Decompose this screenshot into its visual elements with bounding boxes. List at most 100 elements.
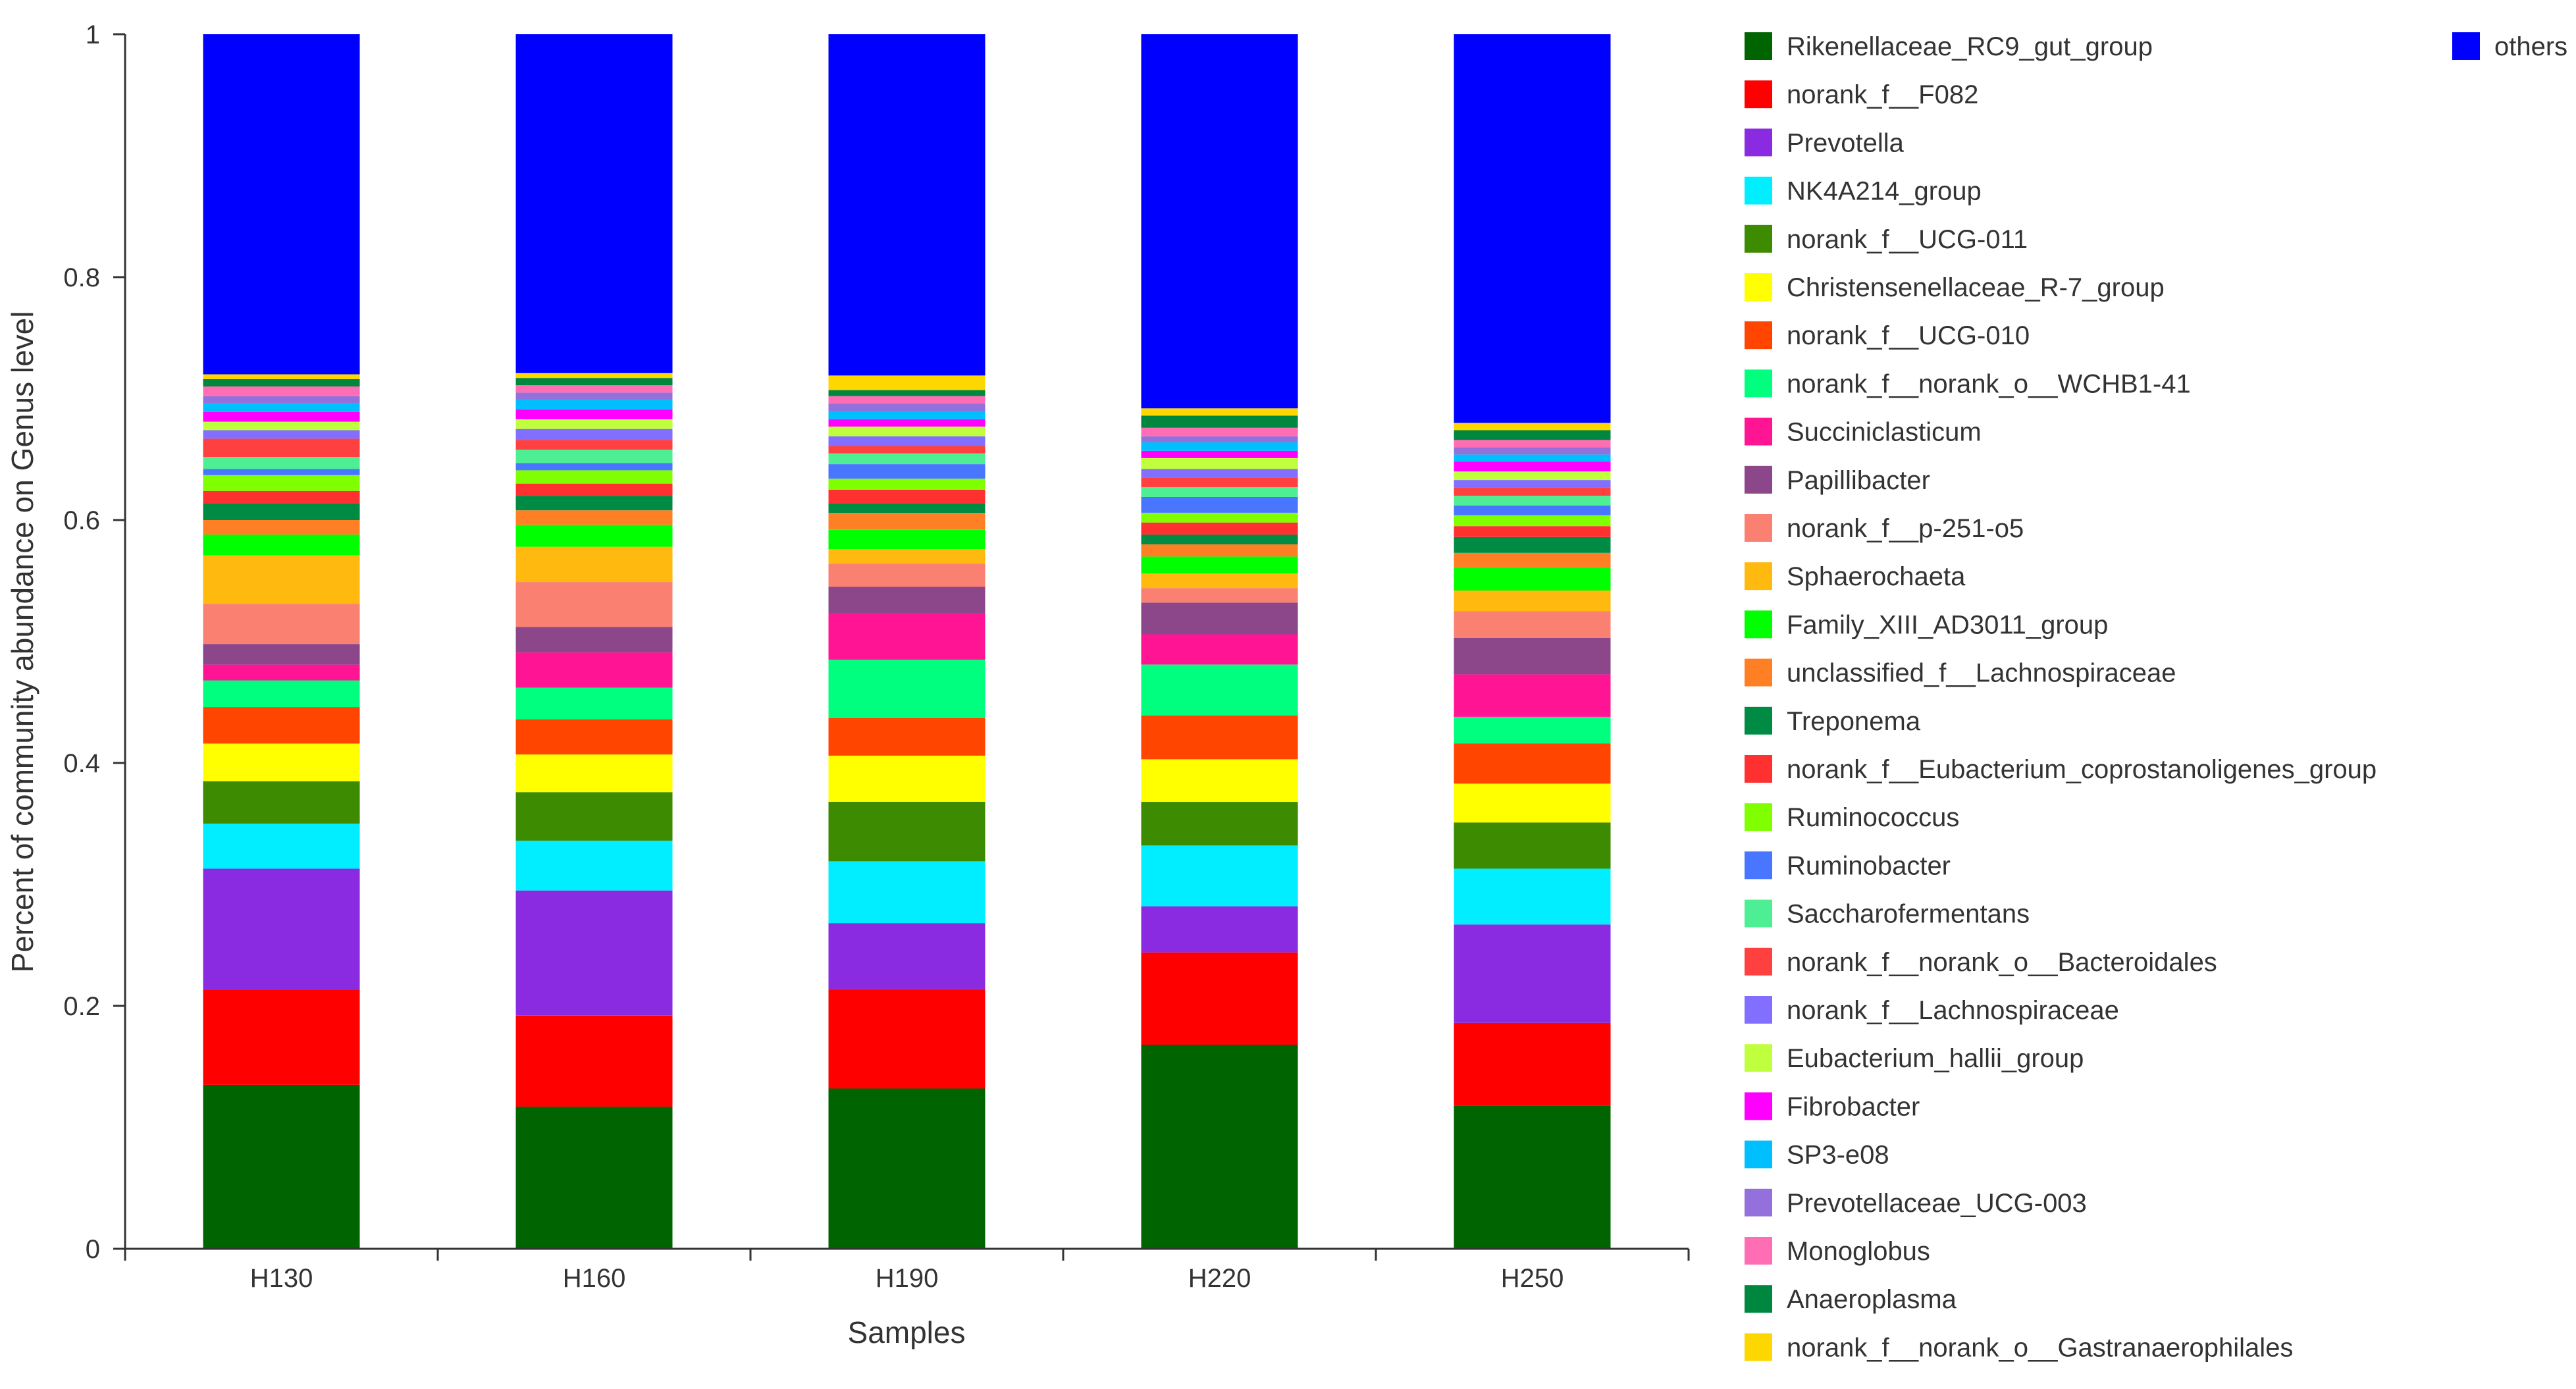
- bar-segment-H130-1: [203, 990, 360, 1085]
- legend-label: Fibrobacter: [1787, 1092, 1920, 1121]
- bar-segment-H160-14: [515, 496, 673, 511]
- legend-label: NK4A214_group: [1787, 177, 1982, 206]
- bar-segment-H160-1: [515, 1015, 673, 1107]
- bar-segment-H190-21: [828, 426, 986, 436]
- legend-label: Saccharofermentans: [1787, 900, 2030, 929]
- bar-segment-H160-26: [515, 378, 673, 386]
- bar-segment-H130-16: [203, 475, 360, 491]
- legend-swatch: [1745, 176, 1772, 205]
- bar-segment-H220-3: [1141, 845, 1298, 906]
- bar-segment-H130-6: [203, 707, 360, 744]
- bar-segment-H190-23: [828, 410, 986, 419]
- bar-segment-H190-12: [828, 529, 986, 550]
- bar-segment-H160-13: [515, 510, 673, 525]
- legend-swatch: [1745, 947, 1772, 976]
- bar-segment-H220-6: [1141, 716, 1298, 760]
- bar-segment-H250-7: [1454, 716, 1611, 744]
- legend-item: Papillibacter: [1745, 465, 1930, 495]
- legend-item: Family_XIII_AD3011_group: [1745, 610, 2108, 639]
- legend-label: norank_f__UCG-010: [1787, 321, 2030, 350]
- legend-label: norank_f__norank_o__Bacteroidales: [1787, 948, 2217, 977]
- bar-segment-H160-22: [515, 409, 673, 419]
- legend-label: Succiniclasticum: [1787, 418, 1982, 447]
- bar-segment-H220-28: [1141, 34, 1298, 409]
- legend-label: others: [2494, 32, 2567, 61]
- bar-segment-H160-15: [515, 483, 673, 496]
- legend-label: Monoglobus: [1787, 1237, 1930, 1266]
- legend-label: norank_f__norank_o__WCHB1-41: [1787, 369, 2191, 398]
- bar-segment-H250-2: [1454, 924, 1611, 1023]
- bar-segment-H190-14: [828, 503, 986, 513]
- bar-segment-H250-5: [1454, 783, 1611, 823]
- bar-segment-H220-9: [1141, 602, 1298, 635]
- bar-segment-H130-23: [203, 403, 360, 412]
- legend-swatch: [1745, 899, 1772, 928]
- legend-item: Fibrobacter: [1745, 1092, 1920, 1121]
- bar-segment-H130-18: [203, 457, 360, 469]
- bar-segment-H250-22: [1454, 461, 1611, 472]
- x-tick-label: H160: [563, 1264, 626, 1293]
- legend-swatch: [1745, 1092, 1772, 1120]
- legend-item: Ruminobacter: [1745, 851, 1951, 880]
- legend-swatch: [1745, 273, 1772, 301]
- bar-segment-H190-25: [828, 396, 986, 404]
- bar-segment-H160-6: [515, 719, 673, 755]
- legend-item: norank_f__UCG-011: [1745, 224, 2028, 254]
- bar-segment-H220-18: [1141, 487, 1298, 497]
- legend-swatch: [1745, 610, 1772, 639]
- legend-item: norank_f__norank_o__Gastranaerophilales: [1745, 1333, 2293, 1362]
- legend-swatch: [1745, 658, 1772, 687]
- bar-segment-H220-26: [1141, 415, 1298, 428]
- bar-segment-H220-23: [1141, 442, 1298, 451]
- bar-segment-H130-10: [203, 604, 360, 644]
- bar-segment-H130-24: [203, 396, 360, 404]
- bar-segment-H160-16: [515, 470, 673, 484]
- legend-label: norank_f__norank_o__Gastranaerophilales: [1787, 1333, 2293, 1362]
- bar-segment-H160-19: [515, 440, 673, 450]
- y-tick-label: 0.8: [63, 263, 100, 292]
- bar-segment-H190-24: [828, 403, 986, 411]
- legend-item: Sphaerochaeta: [1745, 562, 1966, 591]
- legend-label: Christensenellaceae_R-7_group: [1787, 273, 2165, 302]
- bar-segment-H130-0: [203, 1084, 360, 1249]
- bar-segment-H160-0: [515, 1107, 673, 1249]
- bar-segment-H220-24: [1141, 436, 1298, 442]
- legend-swatch: [1745, 1140, 1772, 1168]
- bar-segment-H190-5: [828, 755, 986, 802]
- bar-segment-H130-9: [203, 644, 360, 665]
- bar-segment-H250-20: [1454, 480, 1611, 488]
- bar-segment-H190-4: [828, 802, 986, 862]
- bar-segment-H220-19: [1141, 477, 1298, 488]
- legend-label: norank_f__UCG-011: [1787, 225, 2028, 254]
- legend-swatch: [1745, 128, 1772, 157]
- legend-item: unclassified_f__Lachnospiraceae: [1745, 658, 2176, 688]
- legend-swatch: [1745, 417, 1772, 446]
- bar-segment-H250-26: [1454, 430, 1611, 440]
- legend-label: Treponema: [1787, 707, 1921, 736]
- legend-item: SP3-e08: [1745, 1140, 1889, 1170]
- bar-segment-H160-27: [515, 373, 673, 379]
- bar-segment-H130-8: [203, 664, 360, 681]
- legend: Rikenellaceae_RC9_gut_group norank_f__F08…: [1745, 32, 2567, 1362]
- bar-segment-H130-22: [203, 411, 360, 422]
- bar-segment-H190-18: [828, 453, 986, 465]
- bar-segment-H190-27: [828, 375, 986, 390]
- legend-label: Sphaerochaeta: [1787, 562, 1966, 591]
- legend-swatch: [1745, 996, 1772, 1024]
- y-tick-label: 1: [86, 20, 100, 49]
- bar-segment-H250-8: [1454, 674, 1611, 717]
- bar-segment-H220-2: [1141, 906, 1298, 953]
- bar-segment-H130-21: [203, 421, 360, 431]
- bar-segment-H250-21: [1454, 471, 1611, 481]
- bar-segment-H160-9: [515, 627, 673, 653]
- legend-label: unclassified_f__Lachnospiraceae: [1787, 659, 2176, 688]
- bar-segment-H160-21: [515, 419, 673, 429]
- bar-segment-H160-12: [515, 525, 673, 547]
- legend-item: Succiniclasticum: [1745, 417, 1982, 447]
- x-tick-label: H130: [250, 1264, 313, 1293]
- bar-segment-H190-8: [828, 614, 986, 660]
- x-tick-label: H250: [1501, 1264, 1564, 1293]
- bar-segment-H190-7: [828, 660, 986, 718]
- legend-item: Treponema: [1745, 706, 1921, 736]
